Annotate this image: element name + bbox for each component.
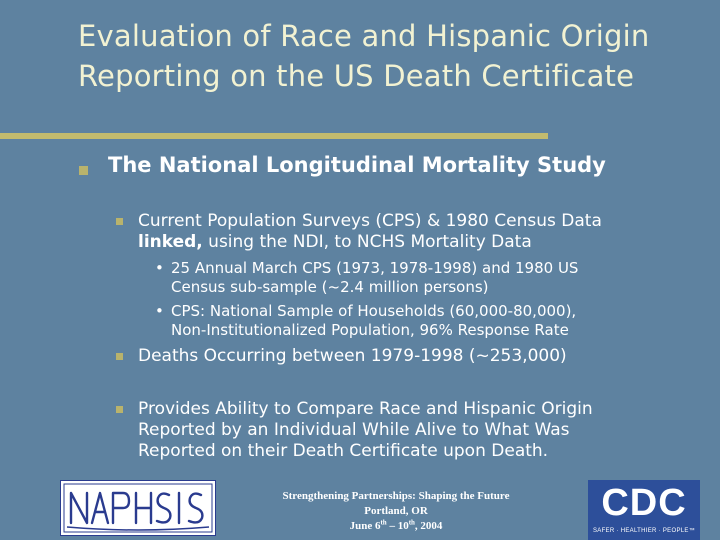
slide-title-line-2: Reporting on the US Death Certificate bbox=[78, 59, 635, 93]
cdc-logo-text: CDC bbox=[601, 482, 687, 524]
sub-bullet-3: Provides Ability to Compare Race and His… bbox=[138, 399, 708, 462]
main-bullet-text: The National Longitudinal Mortality Stud… bbox=[108, 153, 606, 177]
footer-date-year: , 2004 bbox=[414, 520, 443, 532]
footer-date-sup-1: th bbox=[380, 518, 387, 527]
dot-bullet-icon: • bbox=[155, 259, 164, 277]
cdc-logo: CDC SAFER · HEALTHIER · PEOPLE™ bbox=[588, 480, 700, 540]
sub-bullet-1-line-2: linked, using the NDI, to NCHS Mortality… bbox=[138, 232, 708, 253]
footer-line-1: Strengthening Partnerships: Shaping the … bbox=[282, 490, 510, 502]
detail-bullet-2-line-1: CPS: National Sample of Households (60,0… bbox=[171, 302, 577, 320]
footer-date-sup-2: th bbox=[408, 518, 415, 527]
dot-bullet-icon: • bbox=[155, 302, 164, 320]
detail-bullet-1-line-1: 25 Annual March CPS (1973, 1978-1998) an… bbox=[171, 259, 579, 277]
footer-line-2: Portland, OR bbox=[364, 505, 428, 517]
naphsis-logo bbox=[60, 480, 216, 536]
square-bullet-icon bbox=[116, 218, 123, 225]
detail-bullet-1-line-2: Census sub-sample (~2.4 million persons) bbox=[171, 278, 489, 296]
sub-bullet-2: Deaths Occurring between 1979-1998 (~253… bbox=[138, 346, 567, 366]
sub-bullet-1-line-2-rest: using the NDI, to NCHS Mortality Data bbox=[202, 232, 532, 252]
cdc-logo-tagline: SAFER · HEALTHIER · PEOPLE™ bbox=[592, 528, 695, 534]
footer-line-3: June 6th – 10th, 2004 bbox=[248, 519, 544, 534]
square-bullet-icon bbox=[79, 166, 88, 175]
sub-bullet-1: Current Population Surveys (CPS) & 1980 … bbox=[138, 211, 708, 253]
sub-bullet-3-line-3: Reported on their Death Certificate upon… bbox=[138, 441, 549, 461]
title-divider bbox=[0, 133, 548, 139]
slide-title-line-1: Evaluation of Race and Hispanic Origin bbox=[78, 19, 650, 53]
detail-bullet-2-line-2: Non-Institutionalized Population, 96% Re… bbox=[171, 321, 569, 339]
sub-bullet-3-line-1: Provides Ability to Compare Race and His… bbox=[138, 399, 593, 419]
slide-title: Evaluation of Race and Hispanic Origin R… bbox=[78, 16, 708, 96]
footer-date-start: June 6 bbox=[349, 520, 381, 532]
detail-bullet-2: • CPS: National Sample of Households (60… bbox=[155, 302, 715, 340]
footer-date-end: – 10 bbox=[386, 520, 409, 532]
detail-bullet-1: • 25 Annual March CPS (1973, 1978-1998) … bbox=[155, 259, 715, 297]
sub-bullet-1-line-1: Current Population Surveys (CPS) & 1980 … bbox=[138, 211, 602, 231]
square-bullet-icon bbox=[116, 353, 123, 360]
naphsis-logo-icon bbox=[63, 483, 213, 533]
footer-conference-info: Strengthening Partnerships: Shaping the … bbox=[248, 489, 544, 534]
square-bullet-icon bbox=[116, 406, 123, 413]
sub-bullet-3-line-2: Reported by an Individual While Alive to… bbox=[138, 420, 570, 440]
linked-emphasis: linked, bbox=[138, 232, 203, 252]
